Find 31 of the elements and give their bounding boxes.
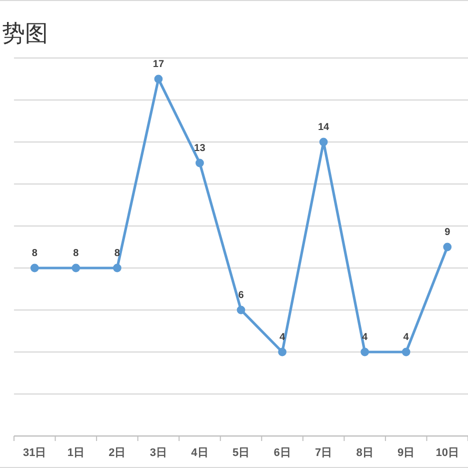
x-tick-label: 9日 xyxy=(398,447,415,459)
data-label: 4 xyxy=(403,332,410,343)
point xyxy=(319,138,328,146)
point xyxy=(360,348,370,356)
data-label: 14 xyxy=(318,122,330,133)
point xyxy=(278,348,286,356)
point xyxy=(196,158,204,168)
point xyxy=(443,242,452,252)
point xyxy=(30,264,39,272)
x-tick-label: 2日 xyxy=(108,447,126,459)
point xyxy=(154,74,163,84)
x-tick-label: 1日 xyxy=(67,447,84,459)
data-label: 6 xyxy=(238,290,244,301)
point xyxy=(236,306,246,314)
point xyxy=(112,264,122,272)
x-tick-label: 3日 xyxy=(150,447,168,459)
point xyxy=(72,264,80,272)
x-tick-label: 5日 xyxy=(232,447,250,459)
x-tick-label: 6日 xyxy=(274,447,291,459)
data-label: 13 xyxy=(194,143,206,154)
data-label: 8 xyxy=(32,248,38,259)
point xyxy=(402,348,410,356)
x-tick-label: 10日 xyxy=(436,447,459,459)
x-tick-label: 31日 xyxy=(23,447,46,459)
data-label: 9 xyxy=(444,227,451,238)
x-tick-label: 8日 xyxy=(356,447,374,459)
chart-title: 势图 xyxy=(2,21,48,46)
data-label: 17 xyxy=(152,59,164,70)
x-tick-label: 4日 xyxy=(191,447,208,459)
x-tick-label: 7日 xyxy=(314,447,332,459)
data-label: 8 xyxy=(73,248,80,259)
